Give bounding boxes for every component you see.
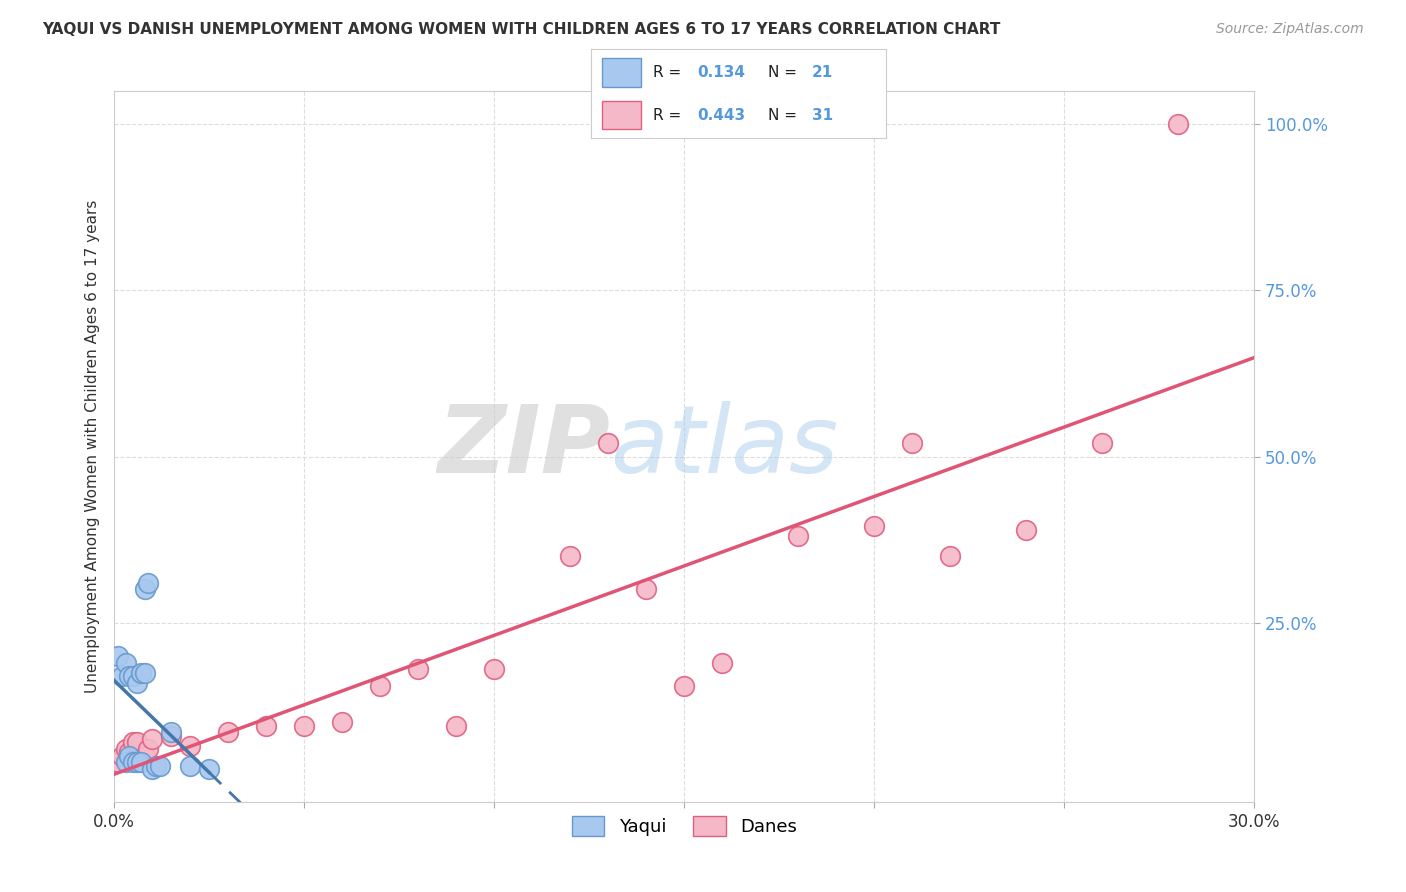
Point bbox=[134, 582, 156, 597]
Point bbox=[125, 756, 148, 770]
Point bbox=[1091, 436, 1114, 450]
Point bbox=[149, 758, 172, 772]
Text: N =: N = bbox=[768, 65, 801, 79]
Point bbox=[711, 656, 734, 670]
Text: 0.134: 0.134 bbox=[697, 65, 745, 79]
Point bbox=[330, 715, 353, 730]
Point bbox=[484, 662, 506, 676]
Point bbox=[560, 549, 582, 564]
Point bbox=[254, 719, 277, 733]
Point bbox=[114, 756, 136, 770]
Point bbox=[160, 729, 183, 743]
Point bbox=[111, 669, 134, 683]
Point bbox=[107, 648, 129, 663]
Point bbox=[125, 675, 148, 690]
Point bbox=[125, 735, 148, 749]
Point bbox=[444, 719, 467, 733]
Point bbox=[787, 529, 810, 543]
Point bbox=[129, 756, 152, 770]
Point bbox=[118, 748, 141, 763]
Point bbox=[107, 756, 129, 770]
Point bbox=[134, 748, 156, 763]
Point bbox=[141, 762, 163, 776]
Point bbox=[1015, 523, 1038, 537]
Point bbox=[141, 732, 163, 747]
Point bbox=[901, 436, 924, 450]
FancyBboxPatch shape bbox=[602, 101, 641, 129]
Text: R =: R = bbox=[652, 65, 686, 79]
Point bbox=[598, 436, 620, 450]
Point bbox=[114, 742, 136, 756]
Text: R =: R = bbox=[652, 108, 686, 122]
Point bbox=[673, 679, 696, 693]
Point bbox=[939, 549, 962, 564]
Point bbox=[118, 745, 141, 759]
Text: atlas: atlas bbox=[610, 401, 838, 492]
Point bbox=[114, 656, 136, 670]
Point bbox=[368, 679, 391, 693]
Text: N =: N = bbox=[768, 108, 801, 122]
Point bbox=[179, 739, 201, 753]
Point bbox=[1167, 117, 1189, 131]
Point bbox=[122, 756, 145, 770]
Y-axis label: Unemployment Among Women with Children Ages 6 to 17 years: Unemployment Among Women with Children A… bbox=[86, 200, 100, 693]
Point bbox=[138, 742, 160, 756]
Text: YAQUI VS DANISH UNEMPLOYMENT AMONG WOMEN WITH CHILDREN AGES 6 TO 17 YEARS CORREL: YAQUI VS DANISH UNEMPLOYMENT AMONG WOMEN… bbox=[42, 22, 1001, 37]
Legend: Yaqui, Danes: Yaqui, Danes bbox=[564, 809, 804, 843]
Point bbox=[217, 725, 239, 739]
Point bbox=[160, 725, 183, 739]
Point bbox=[138, 575, 160, 590]
Point bbox=[122, 669, 145, 683]
Point bbox=[198, 762, 221, 776]
Point bbox=[179, 758, 201, 772]
Text: 0.443: 0.443 bbox=[697, 108, 745, 122]
Point bbox=[122, 735, 145, 749]
Point bbox=[292, 719, 315, 733]
Text: Source: ZipAtlas.com: Source: ZipAtlas.com bbox=[1216, 22, 1364, 37]
Text: ZIP: ZIP bbox=[437, 401, 610, 492]
Point bbox=[134, 665, 156, 680]
Text: 21: 21 bbox=[813, 65, 834, 79]
Point bbox=[145, 758, 167, 772]
FancyBboxPatch shape bbox=[602, 58, 641, 87]
Point bbox=[111, 748, 134, 763]
Point bbox=[129, 665, 152, 680]
Point bbox=[863, 519, 886, 533]
Point bbox=[118, 669, 141, 683]
Point bbox=[406, 662, 429, 676]
Point bbox=[636, 582, 658, 597]
Text: 31: 31 bbox=[813, 108, 834, 122]
